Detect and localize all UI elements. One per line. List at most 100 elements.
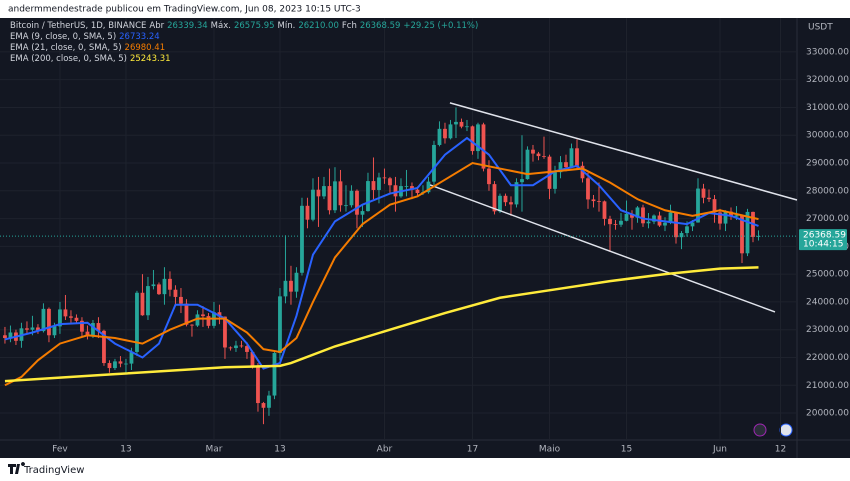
candle-body [652, 215, 656, 222]
price-label-box [799, 229, 847, 251]
y-tick-label: 20000.00 [806, 409, 849, 419]
y-tick-label: 32000.00 [806, 75, 849, 85]
legend-name: EMA (200, close, 0, SMA, 5) [10, 54, 127, 64]
candle-body [443, 128, 447, 139]
candle-body [69, 316, 73, 318]
candle-body [206, 316, 211, 326]
candle-body [3, 335, 7, 339]
candle-body [124, 363, 128, 365]
candle-body [712, 199, 717, 213]
candle-body [327, 186, 332, 211]
candle-body [52, 326, 57, 336]
candle-body [228, 347, 233, 349]
candle-body [624, 213, 629, 221]
candle-body [410, 186, 414, 190]
candle-body [586, 178, 590, 200]
candle-body [558, 162, 563, 173]
candle-body [300, 205, 304, 273]
candle-body [685, 226, 689, 234]
candle-body [245, 346, 249, 352]
candle-body [146, 286, 150, 316]
icon[interactable] [753, 423, 767, 437]
x-tick-label: 13 [274, 445, 285, 455]
y-tick-label: 28000.00 [806, 186, 849, 196]
x-tick-label: 12 [775, 445, 786, 455]
x-tick-label: 13 [120, 445, 131, 455]
candle-body [338, 181, 343, 206]
y-tick-label: 25000.00 [806, 270, 849, 280]
candle-body [734, 215, 739, 217]
candle-body [135, 292, 139, 352]
candle-body [311, 189, 315, 220]
symbol: Bitcoin / TetherUS, 1D, BINANCE [10, 21, 147, 31]
candle-body [756, 236, 761, 237]
candle-body [118, 361, 123, 364]
candle-body [267, 395, 271, 408]
candle-body [542, 156, 546, 157]
candle-body [635, 207, 640, 218]
candle-body [646, 221, 651, 224]
candle-body [316, 189, 321, 197]
legend-value: 26980.41 [124, 43, 166, 53]
candle-body [63, 309, 68, 317]
candle-body [140, 292, 145, 316]
change: +29.25 (+0.11%) [403, 21, 479, 31]
candle-body [597, 201, 601, 202]
candle-body [179, 296, 183, 304]
candle-body [525, 149, 530, 180]
y-tick-label: 31000.00 [806, 103, 849, 113]
x-tick-label: 15 [621, 445, 632, 455]
candle-body [701, 188, 706, 198]
candle-body [250, 351, 255, 366]
candle-body [729, 211, 733, 217]
grid [0, 18, 797, 440]
label: Abr [149, 21, 165, 31]
candle-body [289, 280, 293, 292]
candle-body [718, 212, 722, 224]
candle-body [707, 197, 711, 200]
candle-body [129, 351, 134, 364]
icon[interactable] [779, 423, 793, 437]
y-tick-label: 22000.00 [806, 353, 849, 363]
candle-body [696, 188, 700, 223]
candle-body [492, 184, 497, 212]
candle-body [674, 212, 678, 238]
candle-body [283, 280, 288, 297]
value: 26368.59 [359, 21, 401, 31]
candle-body [476, 124, 480, 152]
candle-body [360, 211, 365, 215]
candle-body [503, 195, 508, 203]
candle-body [58, 309, 62, 327]
countdown: 10:44:15 [803, 240, 843, 250]
candle-body [278, 296, 282, 354]
indicator-list: EMA (9, close, 0, SMA, 5) 26733.24 EMA (21… [10, 32, 481, 65]
value: 26575.95 [233, 21, 275, 31]
candle-body [162, 278, 167, 295]
candle-body [173, 289, 178, 297]
candle-body [608, 218, 612, 225]
candle-body [668, 212, 673, 223]
candle-body [151, 284, 156, 287]
candle-body [344, 205, 348, 207]
label: Fch [341, 21, 357, 31]
candle-body [25, 328, 29, 330]
legend-name: EMA (9, close, 0, SMA, 5) [10, 32, 117, 42]
marks [0, 102, 798, 425]
candle-body [349, 190, 354, 206]
candle-body [305, 205, 310, 220]
legend: Bitcoin / TetherUS, 1D, BINANCE Abr 26339.… [10, 21, 481, 65]
candle-body [234, 345, 238, 349]
candle-body [30, 327, 35, 330]
candle-body [184, 303, 189, 325]
candle-body [465, 126, 469, 128]
legend-value: 26733.24 [119, 32, 160, 42]
candle-body [498, 195, 502, 212]
candle-body [80, 320, 84, 332]
ema-line [4, 266, 759, 383]
candle-body [641, 207, 645, 224]
bottom-bar [0, 458, 850, 481]
candle-body [630, 213, 634, 218]
label: Mín. [277, 21, 296, 31]
candle-body [663, 222, 667, 226]
